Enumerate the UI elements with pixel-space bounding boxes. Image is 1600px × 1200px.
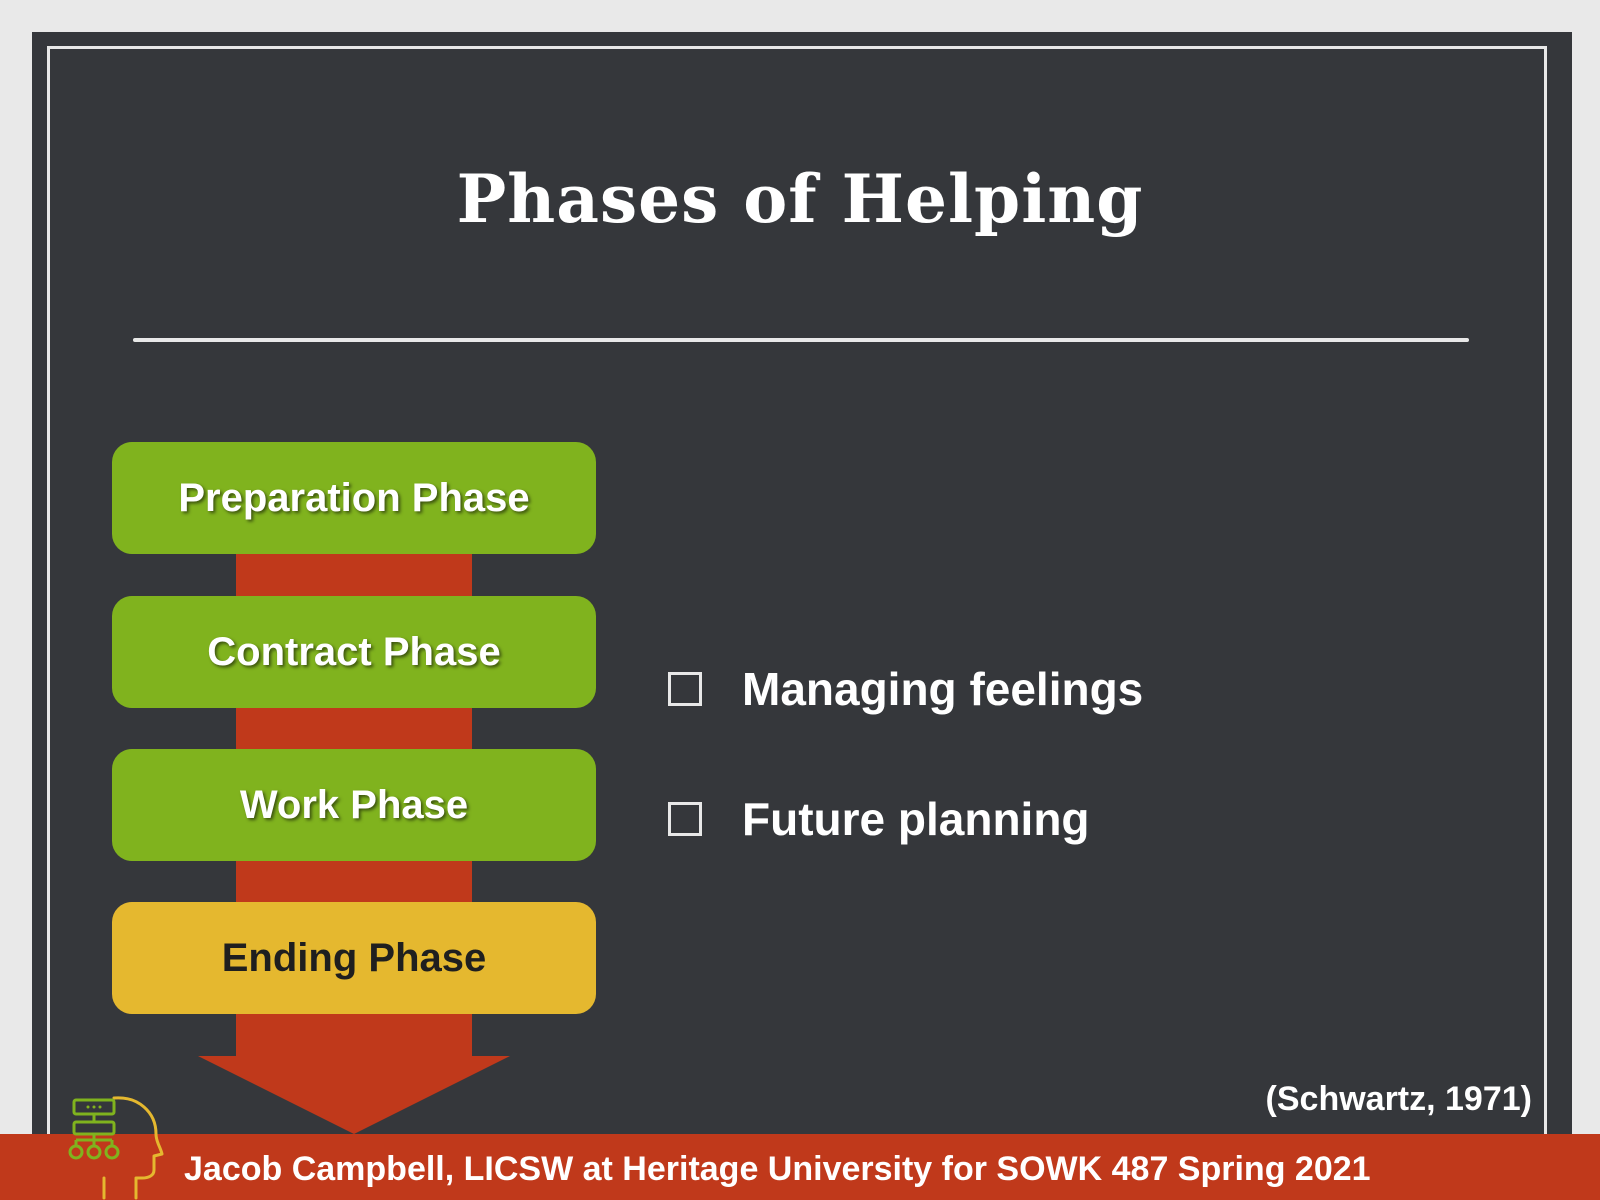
phase-work: Work Phase bbox=[112, 749, 596, 861]
phase-ending: Ending Phase bbox=[112, 902, 596, 1014]
chalk-frame bbox=[47, 46, 1547, 1200]
bullet-item: Future planning bbox=[668, 792, 1090, 846]
footer-credit: Jacob Campbell, LICSW at Heritage Univer… bbox=[184, 1150, 1371, 1188]
checkbox-icon bbox=[668, 672, 702, 706]
phase-contract: Contract Phase bbox=[112, 596, 596, 708]
slide-title: Phases of Helping bbox=[456, 160, 1144, 238]
process-arrow-head bbox=[198, 1056, 510, 1134]
phase-preparation: Preparation Phase bbox=[112, 442, 596, 554]
citation: (Schwartz, 1971) bbox=[1265, 1080, 1532, 1118]
bullet-item: Managing feelings bbox=[668, 662, 1143, 716]
bullet-text: Managing feelings bbox=[742, 663, 1144, 715]
checkbox-icon bbox=[668, 802, 702, 836]
title-divider bbox=[133, 338, 1469, 342]
head-flowchart-icon bbox=[68, 1096, 164, 1200]
footer-bar bbox=[0, 1134, 1600, 1200]
bullet-text: Future planning bbox=[742, 793, 1090, 845]
